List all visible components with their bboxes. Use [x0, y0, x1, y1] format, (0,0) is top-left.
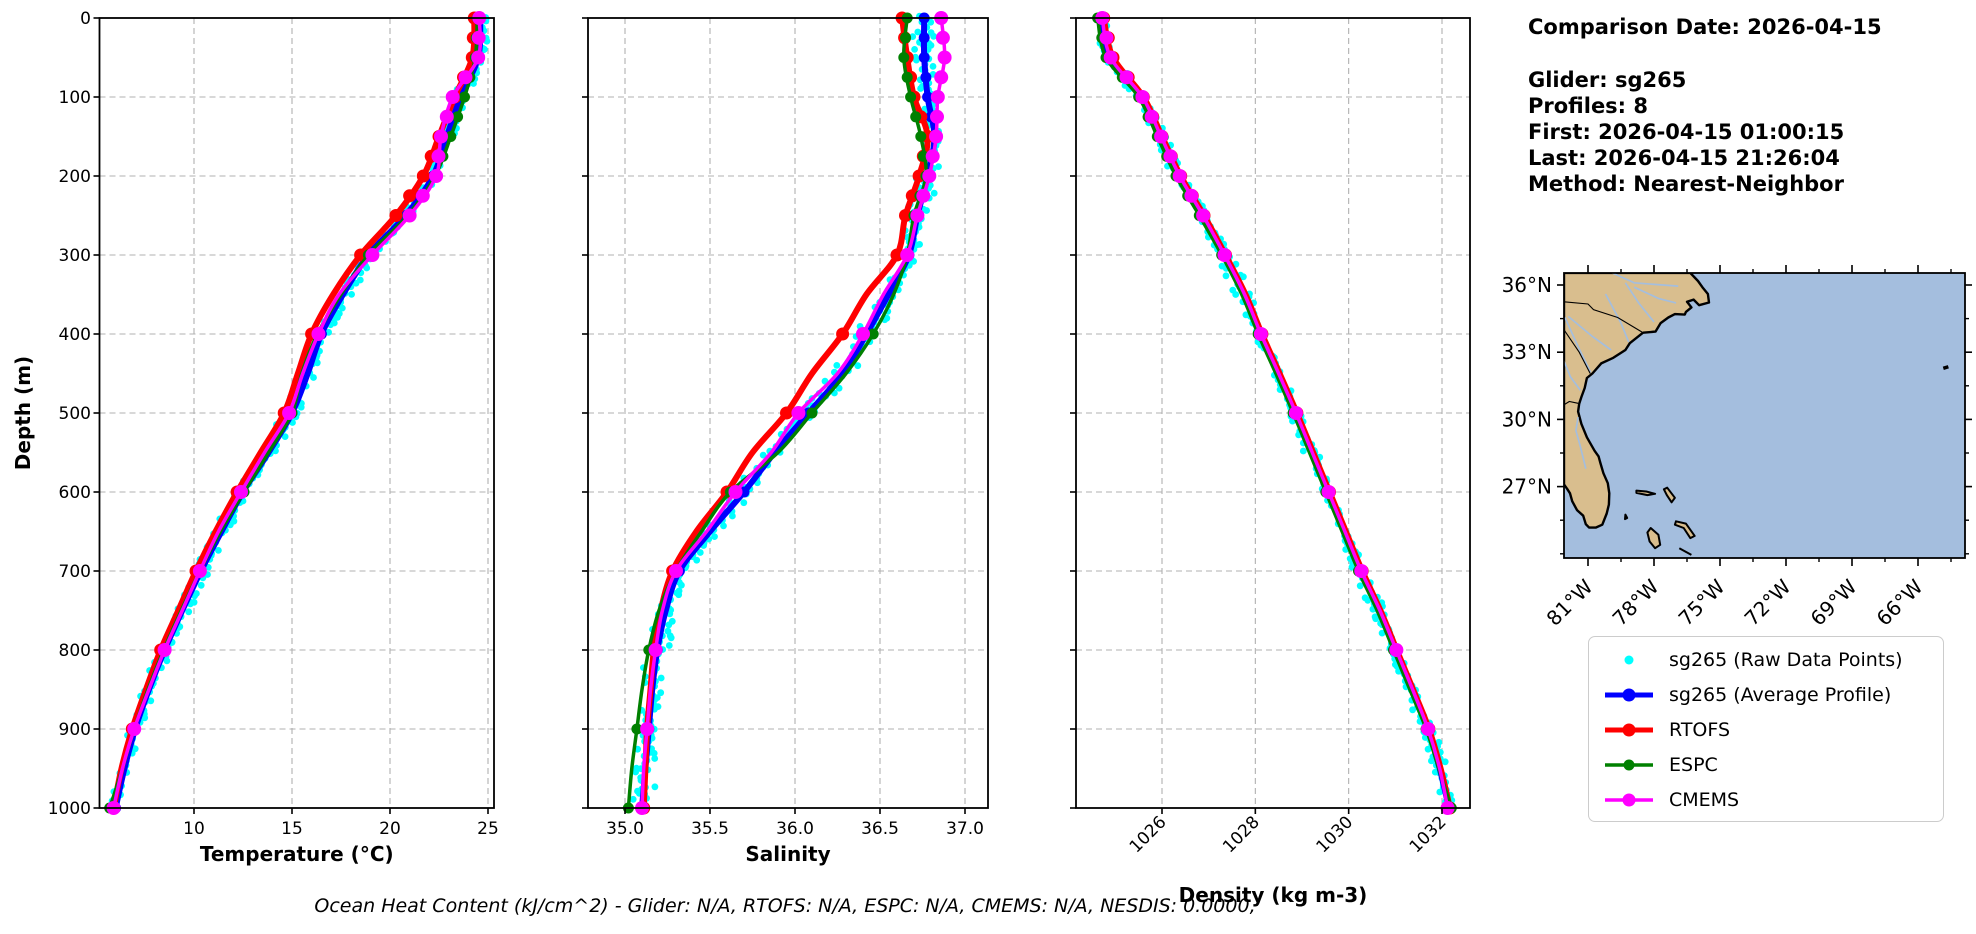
svg-text:1026: 1026 — [1126, 812, 1171, 857]
svg-text:0: 0 — [80, 9, 91, 29]
series-raw-scatter — [108, 14, 491, 809]
map-lat-label: 30°N — [1502, 407, 1552, 431]
svg-text:800: 800 — [59, 641, 91, 661]
legend-item-rtofs: RTOFS — [1589, 712, 1943, 747]
map-lat-label: 27°N — [1502, 475, 1552, 499]
legend-label: ESPC — [1669, 753, 1718, 776]
svg-text:400: 400 — [59, 325, 91, 345]
map-lon-label: 72°W — [1740, 574, 1796, 630]
glider-name: Glider: sg265 — [1528, 68, 1687, 92]
depth-axis-label: Depth (m) — [11, 356, 35, 470]
svg-text:20: 20 — [379, 819, 401, 839]
ocean-heat-content-caption: Ocean Heat Content (kJ/cm^2) - Glider: N… — [314, 895, 1256, 917]
svg-text:300: 300 — [59, 246, 91, 266]
location-map: 36°N 33°N 30°N 27°N 81°W 78°W 75°W 72°W 69°W 66°W — [1502, 265, 1972, 631]
map-lon-label: 78°W — [1608, 574, 1664, 630]
svg-text:700: 700 — [59, 562, 91, 582]
svg-text:15: 15 — [281, 819, 303, 839]
raw-points-swatch-icon — [1624, 655, 1634, 664]
comparison-date: Comparison Date: 2026-04-15 — [1528, 15, 1882, 39]
rtofs-swatch-icon — [1605, 723, 1653, 736]
map-graphics — [1564, 273, 1965, 558]
legend-label: sg265 (Average Profile) — [1669, 683, 1892, 706]
legend-item-average: sg265 (Average Profile) — [1589, 677, 1943, 712]
map-island-chain — [1678, 547, 1692, 556]
svg-text:600: 600 — [59, 483, 91, 503]
temperature-profile-xlabel: Temperature (°C) — [200, 842, 394, 866]
map-lon-label: 69°W — [1806, 574, 1862, 630]
first-profile-time: First: 2026-04-15 01:00:15 — [1528, 120, 1845, 144]
map-bermuda — [1942, 365, 1949, 370]
map-island — [1673, 520, 1696, 540]
map-lon-label: 81°W — [1542, 574, 1598, 630]
salinity-profile-plot: 35.0 35.5 36.0 36.5 37.0 Salinity — [582, 11, 989, 866]
info-panel: Comparison Date: 2026-04-15 Glider: sg26… — [1528, 14, 1882, 197]
legend-label: RTOFS — [1669, 718, 1731, 741]
svg-text:37.0: 37.0 — [946, 819, 984, 839]
espc-swatch-icon — [1605, 759, 1653, 770]
density-profile-plot: 1026 1028 1030 1032 Density (kg m-3) — [1070, 11, 1471, 907]
map-lat-label: 36°N — [1502, 273, 1552, 297]
legend-label: CMEMS — [1669, 788, 1740, 811]
average-profile-swatch-icon — [1605, 688, 1653, 701]
profiles-count: Profiles: 8 — [1528, 94, 1649, 118]
map-island — [1646, 527, 1662, 550]
map-state-border — [1564, 301, 1643, 333]
map-river — [1564, 360, 1581, 391]
svg-text:1032: 1032 — [1406, 812, 1451, 857]
salinity-profile-xlabel: Salinity — [745, 842, 830, 866]
svg-text:35.0: 35.0 — [606, 819, 644, 839]
legend-item-cmems: CMEMS — [1589, 782, 1943, 817]
map-river — [1575, 417, 1587, 469]
density-profile-xlabel: Density (kg m-3) — [1179, 883, 1368, 907]
legend-item-raw: sg265 (Raw Data Points) — [1589, 642, 1943, 677]
last-profile-time: Last: 2026-04-15 21:26:04 — [1528, 146, 1840, 170]
svg-text:35.5: 35.5 — [691, 819, 729, 839]
cmems-swatch-icon — [1605, 793, 1653, 806]
map-island — [1624, 513, 1629, 521]
series-raw-scatter — [1096, 13, 1456, 809]
svg-text:36.0: 36.0 — [776, 819, 814, 839]
map-lon-label: 75°W — [1674, 574, 1730, 630]
map-mainland — [1564, 273, 1711, 529]
map-lon-label: 66°W — [1872, 574, 1928, 630]
svg-text:25: 25 — [477, 819, 499, 839]
svg-text:200: 200 — [59, 167, 91, 187]
map-island — [1662, 486, 1676, 504]
interpolation-method: Method: Nearest-Neighbor — [1528, 172, 1844, 196]
map-river — [1633, 286, 1677, 304]
legend: sg265 (Raw Data Points) sg265 (Average P… — [1588, 636, 1944, 822]
legend-item-espc: ESPC — [1589, 747, 1943, 782]
map-river — [1564, 317, 1592, 373]
svg-text:10: 10 — [183, 819, 205, 839]
svg-text:1000: 1000 — [48, 799, 91, 819]
svg-text:100: 100 — [59, 88, 91, 108]
svg-text:900: 900 — [59, 720, 91, 740]
svg-text:1030: 1030 — [1312, 812, 1357, 857]
map-river — [1624, 282, 1655, 323]
map-island — [1635, 489, 1657, 497]
svg-text:500: 500 — [59, 404, 91, 424]
map-river — [1604, 293, 1630, 343]
temperature-profile-plot: 10 15 20 25 0 100 200 300 400 500 600 700 800 900 1000… — [11, 9, 499, 866]
map-state-border — [1564, 400, 1579, 406]
map-river — [1567, 315, 1612, 351]
map-river — [1611, 273, 1679, 287]
svg-text:36.5: 36.5 — [861, 819, 899, 839]
legend-label: sg265 (Raw Data Points) — [1669, 648, 1903, 671]
map-frame — [1563, 272, 1966, 559]
map-state-border — [1564, 329, 1591, 374]
svg-text:1028: 1028 — [1219, 812, 1264, 857]
map-lat-label: 33°N — [1502, 340, 1552, 364]
